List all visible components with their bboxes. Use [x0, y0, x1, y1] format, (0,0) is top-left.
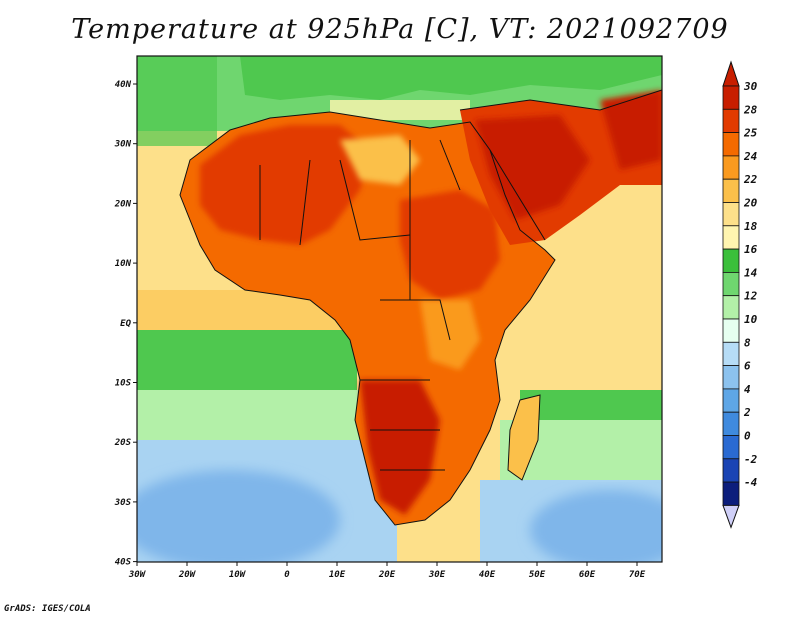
longitude-labels: 30W 20W 10W 0 10E 20E 30E 40E 50E 60E 70E [128, 562, 646, 580]
colorbar-label: 24 [743, 150, 758, 163]
colorbar-swatch [722, 202, 740, 227]
lon-label: 30E [428, 570, 446, 580]
temperature-field [137, 56, 662, 562]
lat-label: 20N [114, 199, 132, 209]
map-title: Temperature at 925hPa [C], VT: 202109270… [71, 14, 729, 45]
colorbar-swatch [722, 225, 740, 250]
lon-label: 10E [329, 570, 346, 580]
lon-label: 20E [378, 570, 396, 580]
colorbar-swatch [722, 388, 740, 413]
colorbar-label: 6 [744, 360, 751, 373]
madagascar [508, 395, 540, 480]
colorbar-label: 22 [743, 173, 758, 186]
lat-label: 40S [115, 558, 132, 568]
latitude-labels: 40N 30N 20N 10N EQ 10S 20S 30S 40S [114, 80, 137, 568]
colorbar-swatch [722, 481, 740, 506]
lat-label: 20S [114, 438, 132, 448]
colorbar-label: 16 [744, 243, 758, 256]
colorbar-label: 28 [743, 103, 758, 116]
credit-text: GrADS: IGES/COLA [4, 604, 91, 614]
colorbar-swatch [722, 271, 740, 297]
lon-label: 40E [479, 570, 496, 580]
lon-label: 0 [284, 570, 290, 580]
lon-label: 30W [128, 570, 147, 580]
colorbar-swatch [722, 458, 740, 483]
colorbar-label: -2 [744, 453, 758, 466]
colorbar-label: 12 [744, 290, 758, 303]
lon-label: 50E [529, 570, 546, 580]
colorbar-label: 10 [744, 313, 758, 326]
colorbar-bottom-arrow [722, 504, 740, 529]
colorbar-label: 2 [743, 406, 751, 419]
colorbar-swatch [722, 132, 740, 157]
colorbar-swatch [722, 155, 740, 180]
lat-label: 10N [115, 259, 132, 269]
colorbar-swatch [722, 178, 740, 203]
colorbar-label: 14 [744, 266, 758, 279]
colorbar-swatch [722, 108, 740, 134]
lat-label: 40N [115, 80, 132, 90]
colorbar-label: 4 [744, 383, 751, 396]
colorbar-label: 0 [744, 430, 751, 443]
colorbar-label: 8 [744, 336, 751, 349]
lat-label: 10S [115, 379, 132, 389]
colorbar-label: 30 [743, 80, 758, 93]
colorbar-label: 20 [743, 197, 758, 210]
lat-label: EQ [120, 319, 131, 329]
colorbar-label: 18 [744, 220, 758, 233]
colorbar-swatch [722, 318, 740, 343]
colorbar-swatch [722, 341, 740, 366]
colorbar-swatch [722, 295, 740, 320]
colorbar-swatch [722, 365, 740, 390]
lon-label: 10W [229, 570, 247, 580]
lat-label: 30N [114, 140, 132, 150]
colorbar-top-arrow [722, 60, 740, 87]
lon-label: 60E [579, 570, 596, 580]
lat-label: 30S [114, 498, 132, 508]
colorbar-swatch [722, 248, 740, 273]
colorbar-swatch [722, 411, 740, 436]
lon-label: 20W [178, 570, 197, 580]
europe-region [240, 56, 662, 100]
colorbar-label: 25 [743, 127, 758, 140]
colorbar-swatch [722, 85, 740, 110]
map-frame [136, 55, 663, 563]
colorbar-swatch [722, 435, 740, 460]
colorbar-label: -4 [744, 476, 758, 489]
lon-label: 70E [629, 570, 646, 580]
country-borders [179, 89, 662, 526]
south-atlantic-green-band [137, 330, 357, 390]
